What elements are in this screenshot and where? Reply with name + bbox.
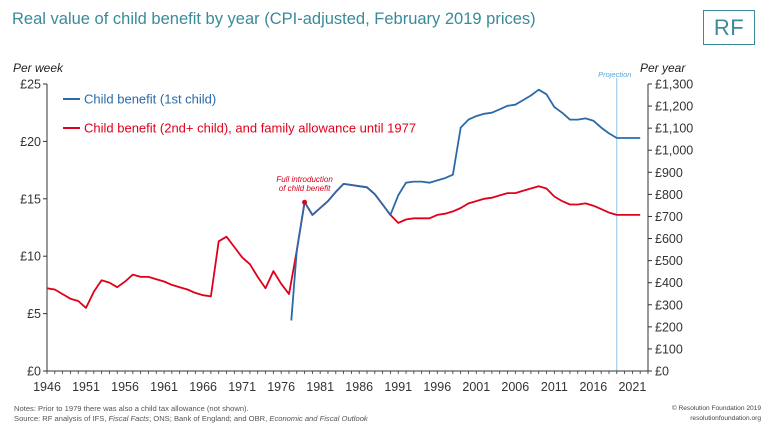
y-right-tick-label: £1,000 xyxy=(655,144,693,158)
y-left-tick-label: £15 xyxy=(20,192,41,206)
rf-logo: RF xyxy=(703,10,755,45)
y-right-tick-label: £1,300 xyxy=(655,78,693,92)
chart-title: Real value of child benefit by year (CPI… xyxy=(12,10,536,28)
series-line-first-child xyxy=(290,88,641,321)
y-right-tick-label: £900 xyxy=(655,166,683,180)
x-tick-label: 1996 xyxy=(423,380,451,394)
x-tick-label: 1966 xyxy=(189,380,217,394)
annotation-text-line1: Full introduction xyxy=(276,175,333,184)
y-right-tick-label: £200 xyxy=(655,320,683,334)
source-fiscal-facts: Fiscal Facts xyxy=(108,414,150,423)
x-tick-label: 1951 xyxy=(72,380,100,394)
x-tick-label: 1991 xyxy=(384,380,412,394)
y-right-tick-label: £400 xyxy=(655,276,683,290)
x-tick-label: 1946 xyxy=(33,380,61,394)
y-left-tick-label: £25 xyxy=(20,78,41,92)
y-right-tick-label: £700 xyxy=(655,210,683,224)
source-efo: Economic and Fiscal Outlook xyxy=(269,414,368,423)
y-left-tick-label: £20 xyxy=(20,135,41,149)
y-axis-left-title: Per week xyxy=(13,61,64,75)
source-line: Source: RF analysis of IFS, Fiscal Facts… xyxy=(14,414,368,424)
x-tick-label: 1986 xyxy=(345,380,373,394)
x-tick-label: 1971 xyxy=(228,380,256,394)
credit-url: resolutionfoundation.org xyxy=(690,414,761,422)
y-right-tick-label: £800 xyxy=(655,188,683,202)
y-axis-right-title: Per year xyxy=(640,61,686,75)
legend-label: Child benefit (2nd+ child), and family a… xyxy=(84,121,416,136)
series-layer xyxy=(46,88,641,321)
x-tick-label: 2001 xyxy=(462,380,490,394)
x-tick-label: 2011 xyxy=(541,380,568,394)
x-tick-label: 1981 xyxy=(306,380,334,394)
annotation-marker xyxy=(302,199,308,205)
x-tick-label: 1976 xyxy=(267,380,295,394)
annotation-text-line2: of child benefit xyxy=(279,184,331,193)
y-right-tick-label: £0 xyxy=(655,365,669,379)
projection-label: Projection xyxy=(598,70,631,79)
x-tick-label: 2016 xyxy=(579,380,607,394)
x-tick-label: 2006 xyxy=(501,380,529,394)
source-prefix: Source: RF analysis of IFS, xyxy=(14,414,109,423)
y-right-tick-label: £600 xyxy=(655,232,683,246)
notes: Notes: Prior to 1979 there was also a ch… xyxy=(14,404,368,424)
legend: Child benefit (1st child) Child benefit (… xyxy=(63,92,416,136)
y-left-tick-label: £10 xyxy=(20,250,41,264)
credit-copyright: © Resolution Foundation 2019 xyxy=(671,405,761,412)
projection-layer: Projection xyxy=(598,70,631,371)
y-left-tick-label: £5 xyxy=(27,307,41,321)
notes-line: Notes: Prior to 1979 there was also a ch… xyxy=(14,404,249,413)
y-right-tick-label: £300 xyxy=(655,298,683,312)
source-middle: ; ONS; Bank of England; and OBR, xyxy=(149,414,270,423)
axes-layer: £0 £5 £10 £15 £20 £25 £0 £100 £200 £300 £400 £500 £6… xyxy=(20,78,693,395)
y-right-tick-label: £1,200 xyxy=(655,100,693,114)
legend-label: Child benefit (1st child) xyxy=(84,92,216,107)
y-right-tick-label: £100 xyxy=(655,342,683,356)
x-tick-label: 1961 xyxy=(150,380,178,394)
y-right-tick-label: £1,100 xyxy=(655,122,693,136)
x-tick-label: 1956 xyxy=(111,380,139,394)
credit: © Resolution Foundation 2019 resolutionf… xyxy=(672,404,761,423)
y-left-tick-label: £0 xyxy=(27,365,41,379)
series-line-second-child xyxy=(46,182,641,309)
y-right-tick-label: £500 xyxy=(655,254,683,268)
x-tick-label: 2021 xyxy=(618,380,646,394)
